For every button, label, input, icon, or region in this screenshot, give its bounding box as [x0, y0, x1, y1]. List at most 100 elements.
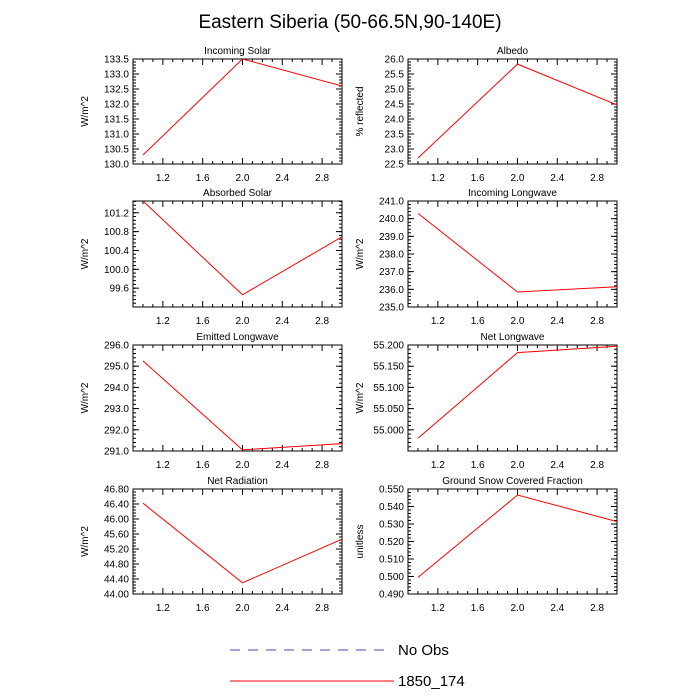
- x-tick-label: 1.6: [196, 316, 210, 327]
- x-tick-label: 2.0: [511, 316, 525, 327]
- x-tick-label: 1.2: [156, 460, 170, 471]
- series-line-1850-174: [142, 502, 342, 584]
- x-tick-label: 1.6: [471, 603, 485, 614]
- series-line-1850-174: [417, 494, 617, 578]
- y-tick-label: 55.000: [373, 425, 404, 436]
- series-line-1850-174: [142, 360, 342, 451]
- panel-incoming-solar: Incoming Solar W/m^2 1.2 1.6 2.0 2.4 2.8 130.0 1…: [80, 46, 343, 184]
- y-axis-label: W/m^2: [80, 96, 91, 127]
- x-tick-label: 2.8: [590, 460, 604, 471]
- x-tick-label: 2.8: [315, 316, 329, 327]
- panel-title: Net Longwave: [481, 332, 545, 343]
- plot-frame: [407, 58, 618, 165]
- y-tick-label: 44.40: [104, 575, 129, 586]
- y-axis-label: % reflected: [355, 86, 366, 136]
- x-tick-label: 2.8: [315, 460, 329, 471]
- series-line-1850-174: [142, 59, 342, 156]
- panel-emitted-longwave: Emitted Longwave W/m^2 1.2 1.6 2.0 2.4 2.8 291.…: [80, 332, 343, 471]
- x-tick-label: 2.8: [590, 603, 604, 614]
- y-tick-label: 0.500: [379, 572, 404, 583]
- y-tick-label: 101.2: [104, 208, 129, 219]
- y-tick-label: 44.00: [104, 590, 129, 601]
- y-tick-label: 241.0: [379, 197, 404, 208]
- y-tick-label: 296.0: [104, 341, 129, 352]
- plot-frame: [407, 200, 618, 308]
- panel-title: Ground Snow Covered Fraction: [442, 476, 583, 487]
- y-tick-label: 235.0: [379, 303, 404, 314]
- y-tick-label: 100.0: [104, 265, 129, 276]
- panel-title: Emitted Longwave: [196, 332, 279, 343]
- y-tick-label: 23.5: [385, 130, 405, 141]
- panels: Incoming Solar W/m^2 1.2 1.6 2.0 2.4 2.8 130.0 1…: [80, 46, 618, 614]
- x-tick-label: 2.0: [511, 603, 525, 614]
- plot-frame: [132, 58, 343, 165]
- x-tick-label: 2.4: [550, 173, 564, 184]
- y-tick-label: 239.0: [379, 232, 404, 243]
- x-tick-label: 1.6: [196, 173, 210, 184]
- x-tick-label: 1.2: [431, 460, 445, 471]
- x-tick-label: 1.6: [471, 173, 485, 184]
- y-tick-label: 55.200: [373, 341, 404, 352]
- y-axis-label: W/m^2: [355, 238, 366, 269]
- y-tick-label: 240.0: [379, 214, 404, 225]
- x-tick-label: 1.2: [156, 603, 170, 614]
- x-tick-label: 2.8: [315, 173, 329, 184]
- x-tick-label: 1.2: [156, 316, 170, 327]
- y-tick-label: 25.0: [385, 85, 405, 96]
- x-tick-label: 1.6: [471, 316, 485, 327]
- panel-title: Net Radiation: [207, 476, 268, 487]
- panel-ground-snow-covered-fraction: Ground Snow Covered Fraction unitless 1.2 1…: [355, 476, 618, 614]
- panel-incoming-longwave: Incoming Longwave W/m^2 1.2 1.6 2.0 2.4 2.8 235…: [355, 188, 618, 327]
- y-tick-label: 132.5: [104, 85, 129, 96]
- x-tick-label: 2.0: [511, 173, 525, 184]
- y-tick-label: 0.540: [379, 502, 404, 513]
- series-line-1850-174: [417, 345, 617, 439]
- x-tick-label: 2.0: [236, 173, 250, 184]
- y-tick-label: 100.4: [104, 246, 129, 257]
- plot-frame: [407, 344, 618, 452]
- x-tick-label: 1.2: [431, 173, 445, 184]
- x-tick-label: 2.0: [511, 460, 525, 471]
- y-tick-label: 46.40: [104, 500, 129, 511]
- y-tick-label: 0.520: [379, 537, 404, 548]
- x-tick-label: 1.2: [431, 316, 445, 327]
- plot-frame: [132, 344, 343, 452]
- y-tick-label: 0.490: [379, 590, 404, 601]
- y-tick-label: 238.0: [379, 250, 404, 261]
- x-tick-label: 2.4: [275, 316, 289, 327]
- y-tick-label: 44.80: [104, 560, 129, 571]
- x-tick-label: 2.4: [275, 173, 289, 184]
- y-tick-label: 292.0: [104, 425, 129, 436]
- panel-title: Albedo: [497, 46, 529, 57]
- plot-frame: [407, 488, 618, 595]
- x-tick-label: 2.4: [275, 460, 289, 471]
- y-tick-label: 293.0: [104, 404, 129, 415]
- y-tick-label: 24.0: [385, 115, 405, 126]
- y-tick-label: 55.100: [373, 383, 404, 394]
- y-tick-label: 130.0: [104, 160, 129, 171]
- figure-title: Eastern Siberia (50-66.5N,90-140E): [198, 12, 501, 33]
- x-tick-label: 2.4: [550, 460, 564, 471]
- y-tick-label: 133.5: [104, 55, 129, 66]
- x-tick-label: 2.8: [315, 603, 329, 614]
- y-tick-label: 46.80: [104, 485, 129, 496]
- x-tick-label: 2.0: [236, 316, 250, 327]
- x-tick-label: 2.0: [236, 603, 250, 614]
- y-tick-label: 294.0: [104, 383, 129, 394]
- x-tick-label: 1.2: [431, 603, 445, 614]
- y-tick-label: 25.5: [385, 70, 405, 81]
- y-tick-label: 23.0: [385, 145, 405, 156]
- y-tick-label: 133.0: [104, 70, 129, 81]
- x-tick-label: 2.0: [236, 460, 250, 471]
- y-axis-label: W/m^2: [80, 526, 91, 557]
- y-tick-label: 100.8: [104, 227, 129, 238]
- y-tick-label: 131.0: [104, 130, 129, 141]
- x-tick-label: 2.4: [275, 603, 289, 614]
- series-line-1850-174: [417, 213, 617, 293]
- y-tick-label: 99.6: [110, 284, 130, 295]
- legend: No Obs 1850_174: [230, 642, 465, 690]
- x-tick-label: 2.8: [590, 316, 604, 327]
- x-tick-label: 1.6: [471, 460, 485, 471]
- panel-absorbed-solar: Absorbed Solar W/m^2 1.2 1.6 2.0 2.4 2.8 99.6 10…: [80, 188, 343, 327]
- plot-frame: [132, 200, 343, 308]
